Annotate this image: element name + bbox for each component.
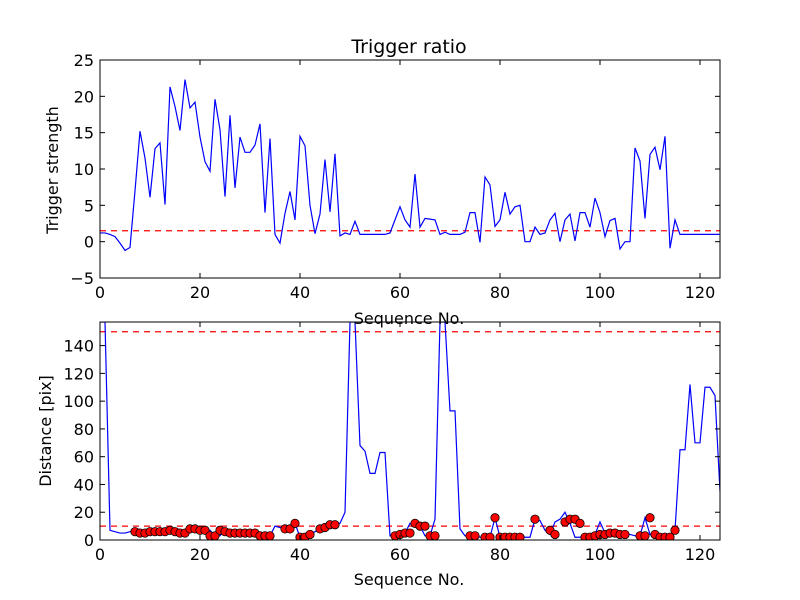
bottom-x-axis-label: Sequence No.: [354, 570, 465, 589]
bottom-x-tick-label: 120: [685, 545, 716, 564]
bottom-marker-point: [330, 520, 340, 530]
bottom-x-tick-label: 20: [190, 545, 210, 564]
top-plot-area: [100, 79, 720, 252]
top-y-axis-label: Trigger strength: [43, 106, 62, 235]
bottom-marker-point: [265, 531, 275, 540]
bottom-marker-point: [640, 531, 650, 540]
bottom-marker-point: [645, 513, 655, 523]
bottom-marker-point: [305, 529, 315, 540]
bottom-y-tick-label: 20: [74, 503, 94, 522]
top-y-tick-label: 5: [84, 196, 94, 215]
bottom-x-tick-label: 60: [390, 545, 410, 564]
bottom-marker-point: [490, 513, 500, 523]
bottom-panel: 0 20 40 60 80 100 120 0 20 40 60 80 100 120 140: [63, 321, 721, 564]
bottom-y-tick-label: 0: [84, 531, 94, 550]
bottom-y-tick-label: 120: [63, 364, 94, 383]
bottom-y-tick-label: 40: [74, 475, 94, 494]
bottom-marker-point: [530, 514, 540, 524]
bottom-marker-point: [290, 518, 300, 528]
bottom-axes-frame: [99, 321, 721, 541]
bottom-marker-point: [515, 532, 525, 540]
top-y-tick-label: 0: [84, 233, 94, 252]
bottom-marker-point: [665, 532, 675, 540]
top-y-tick-label: −5: [70, 269, 94, 288]
top-x-tick-label: 60: [390, 283, 410, 302]
bottom-x-tick-label: 100: [585, 545, 616, 564]
top-y-tick-label: 15: [74, 124, 94, 143]
bottom-marker-point: [620, 529, 630, 540]
bottom-marker-point: [430, 531, 440, 540]
bottom-x-tick-label: 40: [290, 545, 310, 564]
bottom-y-tick-label: 60: [74, 448, 94, 467]
top-x-tick-label: 20: [190, 283, 210, 302]
bottom-plot-area: [100, 322, 720, 540]
top-x-axis-label: Sequence No.: [354, 309, 465, 328]
bottom-marker-point: [550, 529, 560, 540]
bottom-marker-point: [670, 525, 680, 535]
chart-title: Trigger ratio: [350, 36, 466, 58]
bottom-x-tick-label: 0: [95, 545, 105, 564]
bottom-y-axis-label: Distance [pix]: [36, 375, 55, 487]
top-series-line: [100, 79, 720, 252]
top-x-tick-label: 100: [585, 283, 616, 302]
top-y-tick-label: 20: [74, 87, 94, 106]
bottom-y-tick-label: 80: [74, 420, 94, 439]
bottom-marker-point: [405, 528, 415, 538]
top-y-tick-label: 25: [74, 51, 94, 70]
bottom-marker-point: [575, 518, 585, 528]
bottom-marker-point: [420, 521, 430, 531]
bottom-x-tick-label: 80: [490, 545, 510, 564]
bottom-y-tick-label: 140: [63, 337, 94, 356]
top-x-tick-label: 40: [290, 283, 310, 302]
bottom-marker-point: [470, 531, 480, 540]
top-x-tick-label: 120: [685, 283, 716, 302]
bottom-y-tick-label: 100: [63, 392, 94, 411]
top-x-tick-label: 0: [95, 283, 105, 302]
bottom-marker-point: [485, 532, 495, 540]
top-x-tick-label: 80: [490, 283, 510, 302]
top-y-tick-label: 10: [74, 160, 94, 179]
